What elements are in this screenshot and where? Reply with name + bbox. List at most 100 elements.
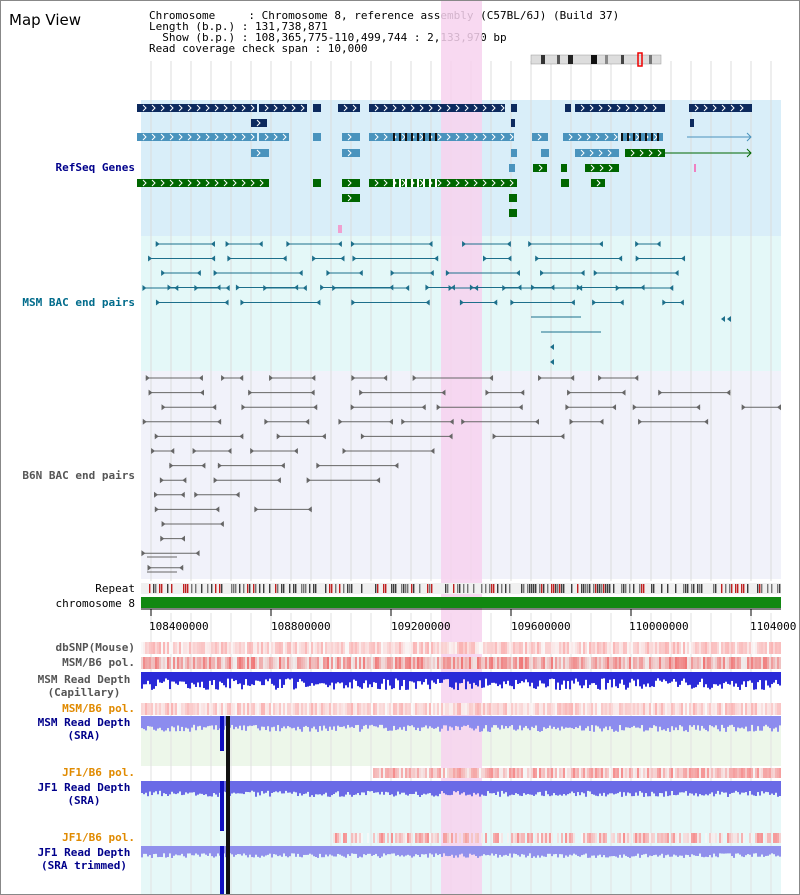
msm-pol-heat-cell	[711, 657, 713, 669]
jf1-pol-heat-cell	[427, 833, 429, 843]
ideogram-band	[541, 55, 545, 64]
jf1-depth-trim-bar	[395, 846, 397, 856]
msm-depth-capillary-bar	[469, 672, 471, 684]
jf1-depth-trim-bar	[243, 846, 245, 854]
jf1-pol-heat-cell	[655, 768, 657, 778]
gene-strand-arrow	[223, 179, 228, 187]
track-label-msm-bac[interactable]: MSM BAC end pairs	[22, 296, 135, 309]
track-label-msm-pol-2[interactable]: MSM/B6 pol.	[62, 702, 135, 715]
msm-depth-capillary-bar	[331, 672, 333, 683]
msm-bac-pair-end	[428, 241, 433, 247]
msm-depth-sra-bar	[481, 716, 483, 732]
b6n-bac-pair-end	[269, 375, 274, 381]
gene-strand-arrow	[500, 104, 505, 112]
msm-depth-sra-bar	[307, 716, 309, 728]
msm-depth-capillary-bar	[311, 672, 313, 684]
msm-pol-heat-cell	[147, 657, 149, 669]
jf1-depth-trim-bar	[717, 846, 719, 858]
track-label-jf1-depth-sra[interactable]: JF1 Read Depth (SRA)	[37, 781, 131, 807]
msm-depth-capillary-bar	[437, 672, 439, 680]
jf1-pol-heat-cell	[451, 768, 453, 778]
track-label-jf1-pol-2[interactable]: JF1/B6 pol.	[62, 831, 135, 844]
msm-pol-heat-cell	[325, 703, 327, 715]
jf1-depth-sra-bar	[291, 781, 293, 794]
msm-pol-heat-cell	[255, 657, 257, 669]
jf1-pol-heat-cell	[537, 768, 539, 778]
msm-bac-pair-end	[174, 285, 179, 291]
dbsnp-heat-cell	[459, 642, 461, 654]
repeat-element	[641, 584, 643, 593]
track-label-refseq[interactable]: RefSeq Genes	[55, 161, 135, 174]
repeat-element	[731, 584, 733, 593]
track-label-b6n-bac[interactable]: B6N BAC end pairs	[22, 469, 135, 482]
msm-depth-capillary-bar	[409, 672, 411, 682]
msm-depth-capillary-bar	[483, 672, 485, 688]
repeat-element	[255, 584, 257, 593]
jf1-depth-trim-bar	[765, 846, 767, 856]
dbsnp-heat-cell	[527, 642, 529, 654]
msm-pol-heat-cell	[313, 703, 315, 715]
msm-depth-sra-bar	[249, 716, 251, 726]
msm-depth-capillary-bar	[735, 672, 737, 684]
jf1-pol-heat-cell	[599, 833, 601, 843]
msm-bac-pair-end	[578, 285, 583, 291]
jf1-depth-sra-bar	[429, 781, 431, 794]
jf1-depth-sra-bar	[235, 781, 237, 794]
b6n-bac-pair-end	[151, 448, 156, 454]
jf1-depth-sra-bar	[385, 781, 387, 792]
refseq-gene-dark	[338, 104, 360, 112]
jf1-depth-trim-bar	[583, 846, 585, 855]
msm-depth-sra-bar	[411, 716, 413, 726]
jf1-pol-heat-cell	[415, 768, 417, 778]
track-label-jf1-depth-trimmed[interactable]: JF1 Read Depth (SRA trimmed)	[37, 846, 131, 872]
jf1-pol-heat-cell	[567, 768, 569, 778]
jf1-depth-sra-bar	[185, 781, 187, 793]
jf1-depth-trim-bar	[471, 846, 473, 855]
track-label-msm-depth-capillary[interactable]: MSM Read Depth (Capillary)	[37, 673, 131, 699]
msm-depth-sra-bar	[443, 716, 445, 726]
jf1-depth-trim-bar	[523, 846, 525, 855]
jf1-depth-sra-bar	[407, 781, 409, 796]
gene-strand-arrow	[178, 133, 183, 141]
msm-depth-sra-bar	[465, 716, 467, 727]
msm-depth-capillary-bar	[747, 672, 749, 682]
jf1-pol-heat-cell	[771, 768, 773, 778]
jf1-pol-heat-cell	[583, 768, 585, 778]
msm-pol-heat-cell	[157, 703, 159, 715]
jf1-pol-heat-cell	[659, 768, 661, 778]
jf1-pol-heat-cell	[641, 768, 643, 778]
msm-pol-heat-cell	[443, 657, 445, 669]
jf1-depth-trim-bar	[675, 846, 677, 856]
msm-depth-sra-bar	[255, 716, 257, 726]
track-label-msm-depth-sra[interactable]: MSM Read Depth (SRA)	[37, 716, 131, 742]
msm-pol-heat-cell	[671, 657, 673, 669]
repeat-element	[239, 584, 241, 593]
b6n-bac-pair-end	[154, 491, 159, 498]
track-label-dbsnp[interactable]: dbSNP(Mouse)	[55, 641, 135, 654]
jf1-pol-heat-cell	[409, 833, 411, 843]
dbsnp-heat-cell	[393, 642, 395, 654]
repeat-element	[401, 584, 403, 593]
jf1-pol-heat-cell	[767, 833, 769, 843]
msm-pol-heat-cell	[613, 703, 615, 715]
jf1-depth-sra-bar	[321, 781, 323, 796]
msm-depth-capillary-bar	[257, 672, 259, 681]
msm-depth-capillary-bar	[777, 672, 779, 685]
msm-pol-heat-cell	[755, 703, 757, 715]
track-label-jf1-pol-1[interactable]: JF1/B6 pol.	[62, 766, 135, 779]
msm-pol-heat-cell	[597, 703, 599, 715]
msm-pol-heat-cell	[427, 657, 429, 669]
jf1-pol-heat-cell	[479, 768, 481, 778]
msm-pol-heat-cell	[447, 703, 449, 715]
jf1-depth-sra-bar	[763, 781, 765, 794]
msm-pol-heat-cell	[767, 657, 769, 669]
jf1-depth-sra-bar	[521, 781, 523, 797]
jf1-pol-heat-cell	[555, 768, 557, 778]
msm-depth-capillary-bar	[619, 672, 621, 684]
dbsnp-heat-cell	[163, 642, 165, 654]
msm-depth-capillary-bar	[219, 672, 221, 682]
track-label-msm-pol-1[interactable]: MSM/B6 pol.	[62, 656, 135, 669]
msm-depth-capillary-bar	[613, 672, 615, 680]
